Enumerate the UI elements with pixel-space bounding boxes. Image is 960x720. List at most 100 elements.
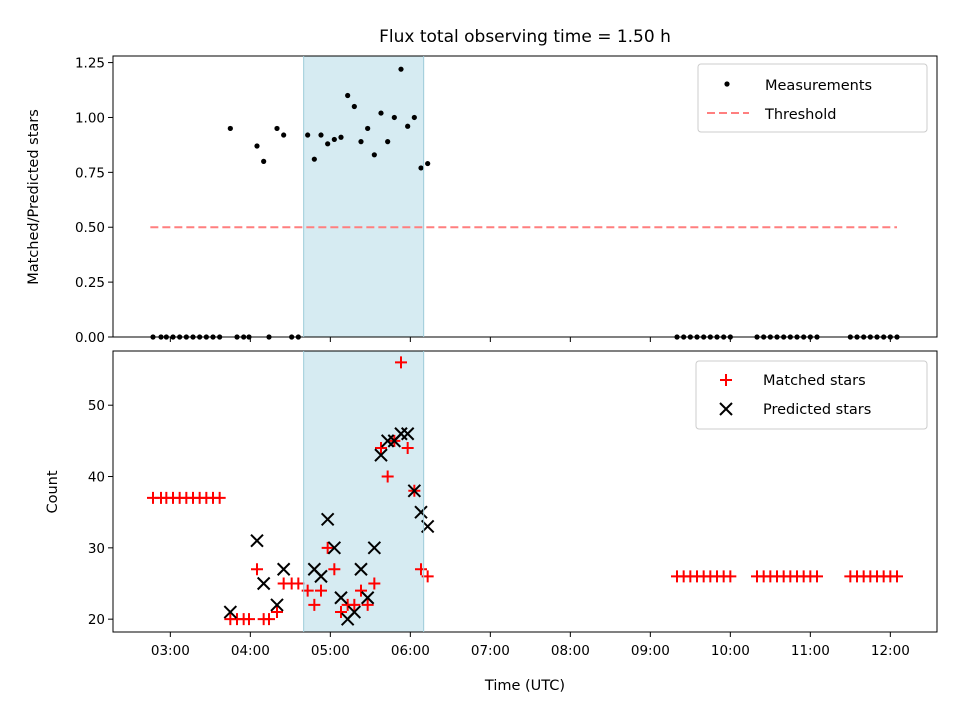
matched-star-point [724, 570, 737, 583]
y-tick-label: 40 [88, 470, 105, 486]
matched-star-point [811, 570, 823, 583]
x-tick-label: 11:00 [791, 643, 830, 659]
x-tick-label: 09:00 [631, 643, 670, 659]
matched-star-point [251, 563, 263, 576]
matched-star-point [335, 606, 347, 619]
y-tick-label: 1.00 [75, 110, 105, 126]
predicted-star-point [367, 541, 382, 555]
measurement-point [405, 123, 411, 129]
matched-star-point [375, 441, 387, 454]
x-tick-label: 07:00 [471, 643, 510, 659]
chart-title: Flux total observing time = 1.50 h [379, 27, 671, 47]
measurement-point [391, 114, 397, 121]
y-tick-label: 30 [88, 541, 105, 557]
measurement-point [358, 139, 364, 145]
y-tick-label: 1.25 [75, 56, 105, 72]
count-x-ticks: 03:00 04:00 05:00 06:00 07:00 08:00 09:00 10:00… [151, 632, 910, 659]
measurement-point [318, 132, 324, 138]
ratio-legend: Measurements Threshold [697, 63, 928, 133]
measurement-point [254, 143, 260, 149]
legend-predicted-label: Predicted stars [763, 402, 871, 418]
matched-star-point [891, 570, 903, 583]
predicted-star-point [270, 598, 284, 612]
ratio-y-ticks: 0.00 0.25 0.50 0.75 1.00 1.25 [75, 56, 113, 346]
measurement-point [371, 152, 377, 158]
count-y-axis-label: Count [45, 470, 61, 513]
x-tick-label: 08:00 [551, 643, 590, 659]
predicted-star-point [374, 448, 388, 462]
x-tick-label: 05:00 [311, 643, 350, 659]
x-tick-label: 10:00 [711, 643, 750, 659]
observing-window-shade [303, 56, 424, 337]
legend-threshold-label: Threshold [764, 107, 836, 123]
matched-star-point [381, 470, 394, 483]
predicted-star-point [400, 427, 415, 441]
measurement-point [305, 132, 311, 138]
measurement-point [311, 156, 317, 162]
matched-star-point [395, 356, 407, 369]
matched-star-point [263, 613, 275, 626]
matched-star-point [213, 491, 226, 504]
y-tick-label: 20 [88, 612, 105, 628]
predicted-star-point [414, 505, 428, 519]
x-tick-label: 04:00 [231, 643, 270, 659]
predicted-star-point [276, 562, 291, 576]
measurement-point [365, 125, 371, 132]
y-tick-label: 0.00 [75, 330, 105, 346]
matched-star-point [401, 441, 414, 454]
count-y-ticks: 20 30 40 50 [88, 398, 113, 628]
matched-star-point [355, 584, 367, 597]
predicted-star-point [407, 484, 422, 498]
predicted-star-point [223, 605, 238, 619]
predicted-star-point [334, 591, 348, 605]
measurement-point [398, 66, 404, 72]
ratio-panel-frame [112, 55, 938, 338]
measurement-point [411, 114, 417, 121]
y-tick-label: 0.25 [75, 275, 105, 291]
predicted-star-point [347, 605, 362, 619]
predicted-star-point [327, 541, 342, 555]
measurement-point [378, 110, 384, 116]
legend-measurements-label: Measurements [765, 78, 872, 94]
matched-star-point [243, 613, 255, 626]
measurement-point [338, 134, 344, 140]
count-panel-frame [112, 350, 938, 633]
legend-predicted-marker [719, 402, 733, 416]
ratio-y-axis-label: Matched/Predicted stars [26, 109, 42, 285]
predicted-star-point [360, 591, 375, 605]
count-legend: Matched stars Predicted stars [695, 360, 928, 430]
legend-matched-marker [720, 374, 732, 386]
predicted-star-point [314, 569, 328, 584]
predicted-star-point [256, 576, 271, 591]
matched-star-point [271, 606, 283, 619]
predicted-star-point [354, 562, 368, 576]
observing-window-shade-lower [303, 351, 424, 632]
measurement-point [274, 125, 280, 132]
x-axis-label: Time (UTC) [484, 678, 565, 694]
matched-star-point [328, 563, 341, 576]
count-legend-box [695, 360, 928, 430]
measurement-point [331, 136, 337, 143]
x-tick-label: 12:00 [871, 643, 910, 659]
measurement-points [150, 66, 900, 340]
measurement-point [281, 132, 287, 138]
x-tick-label: 03:00 [151, 643, 190, 659]
measurement-point [425, 160, 431, 167]
matched-star-point [308, 598, 321, 611]
measurement-point [418, 165, 424, 171]
measurement-point [385, 139, 391, 145]
measurement-point [325, 141, 331, 147]
matched-star-point [292, 577, 305, 590]
matched-star-point [315, 584, 327, 597]
ratio-panel: 0.00 0.25 0.50 0.75 1.00 1.25 Matched/Predict… [26, 55, 938, 346]
measurement-point [227, 125, 233, 132]
x-tick-label: 06:00 [391, 643, 430, 659]
predicted-star-point [320, 512, 335, 527]
y-tick-label: 0.75 [75, 165, 105, 181]
predicted-star-point [250, 534, 264, 548]
y-tick-label: 0.50 [75, 220, 105, 236]
matched-star-point [321, 541, 334, 554]
ratio-legend-box [697, 63, 928, 133]
